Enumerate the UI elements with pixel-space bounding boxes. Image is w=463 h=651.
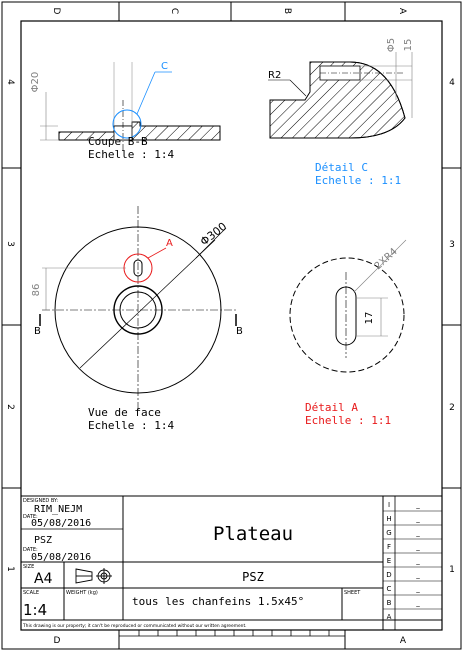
drawing-number: PSZ	[242, 570, 264, 584]
detail-c-scale: Echelle : 1:1	[315, 174, 401, 187]
size-label: SIZE	[23, 564, 34, 570]
front-title: Vue de face	[88, 406, 161, 419]
detail-a-view: 17 2XR4 Détail A Echelle : 1:1	[289, 239, 407, 427]
date-value-2: 05/08/2016	[31, 552, 91, 563]
revision-value: _	[415, 599, 420, 607]
border-labels: D C B A D A 4 3 2 1 4 3 2 1	[5, 8, 455, 646]
revision-value: _	[415, 585, 420, 593]
zone-top-d: D	[51, 8, 61, 15]
section-title: Coupe B-B	[88, 135, 148, 148]
weight-label: WEIGHT (kg)	[66, 590, 98, 596]
zone-bottom-d: D	[54, 636, 61, 646]
projection-symbol-icon	[75, 568, 112, 584]
checked-by-name: PSZ	[34, 535, 52, 546]
zone-right-1: 1	[449, 565, 455, 575]
section-mark-left: B	[34, 326, 41, 337]
revision-value: _	[415, 557, 420, 565]
revision-letter: A	[387, 613, 392, 621]
date-label-1: DATE:	[23, 514, 38, 520]
title-block: DESIGNED BY: RIM_NEJM DATE: 05/08/2016 P…	[20, 495, 443, 631]
designed-by-label: DESIGNED BY:	[23, 498, 58, 504]
scale-value: 1:4	[23, 601, 47, 619]
revision-letter: F	[387, 543, 391, 551]
detail-c-callout-circle	[112, 109, 142, 139]
zone-right-2: 2	[449, 403, 455, 413]
revision-letter: I	[388, 501, 390, 509]
date-value-1: 05/08/2016	[31, 518, 91, 529]
front-scale: Echelle : 1:4	[88, 419, 174, 432]
detail-a-title: Détail A	[305, 401, 358, 414]
revision-letter: C	[387, 585, 392, 593]
revision-value: _	[415, 529, 420, 537]
detail-a-dim-17: 17	[364, 312, 375, 325]
detail-c-title: Détail C	[315, 161, 368, 174]
zone-top-b: B	[282, 8, 292, 14]
zone-top-a: A	[397, 8, 407, 15]
section-callout-letter: C	[161, 61, 168, 72]
revision-table: I H G F E D C B A _ _ _ _ _ _ _ _ _	[386, 501, 420, 621]
section-mark-right: B	[236, 326, 243, 337]
zone-left-2: 2	[5, 404, 15, 410]
detail-a-boundary	[289, 257, 405, 373]
revision-letter: G	[386, 529, 391, 537]
revision-letter: E	[387, 557, 391, 565]
revision-value: _	[415, 613, 420, 621]
detail-a-callout-circle	[123, 253, 153, 283]
revision-value: _	[415, 571, 420, 579]
detail-c-dim-diam5: Φ5	[386, 38, 397, 52]
front-callout-letter: A	[166, 238, 173, 249]
front-diameter-label: Φ300	[198, 220, 229, 249]
zone-right-4: 4	[449, 78, 455, 88]
detail-c-dim-15: 15	[403, 39, 414, 52]
revision-value: _	[415, 515, 420, 523]
front-dim-86: 86	[31, 284, 42, 297]
size-value: A4	[34, 571, 53, 587]
section-scale: Echelle : 1:4	[88, 148, 174, 161]
date-label-2: DATE:	[23, 547, 38, 553]
zone-left-4: 4	[5, 79, 15, 85]
detail-a-radius-label: 2XR4	[373, 246, 400, 272]
revision-value: _	[415, 501, 420, 509]
disclaimer-text: This drawing is our property; it can't b…	[22, 623, 247, 629]
revision-value: _	[415, 543, 420, 551]
section-diameter-label: Φ20	[30, 72, 41, 93]
designer-name: RIM_NEJM	[34, 504, 82, 515]
scale-label: SCALE	[23, 590, 39, 596]
detail-c-view: Φ5 15 R2 Détail C Echelle : 1:1	[268, 38, 414, 187]
revision-letter: D	[386, 571, 391, 579]
sheet-label: SHEET	[344, 590, 361, 596]
chamfer-note: tous les chanfeins 1.5x45°	[132, 595, 304, 608]
revision-letter: H	[386, 515, 391, 523]
detail-c-radius-label: R2	[268, 70, 281, 81]
zone-left-1: 1	[5, 566, 15, 572]
section-view-bb: Φ20 C Coupe B-B Echelle : 1:4	[30, 61, 221, 161]
revision-letter: B	[387, 599, 392, 607]
zone-right-3: 3	[449, 240, 455, 250]
zone-left-3: 3	[5, 241, 15, 247]
zone-top-c: C	[169, 8, 179, 14]
zone-bottom-a: A	[400, 636, 407, 646]
front-view: B B Φ300 86 A Vue de face Echelle : 1:4	[31, 206, 243, 432]
detail-a-scale: Echelle : 1:1	[305, 414, 391, 427]
drawing-title: Plateau	[213, 523, 293, 545]
